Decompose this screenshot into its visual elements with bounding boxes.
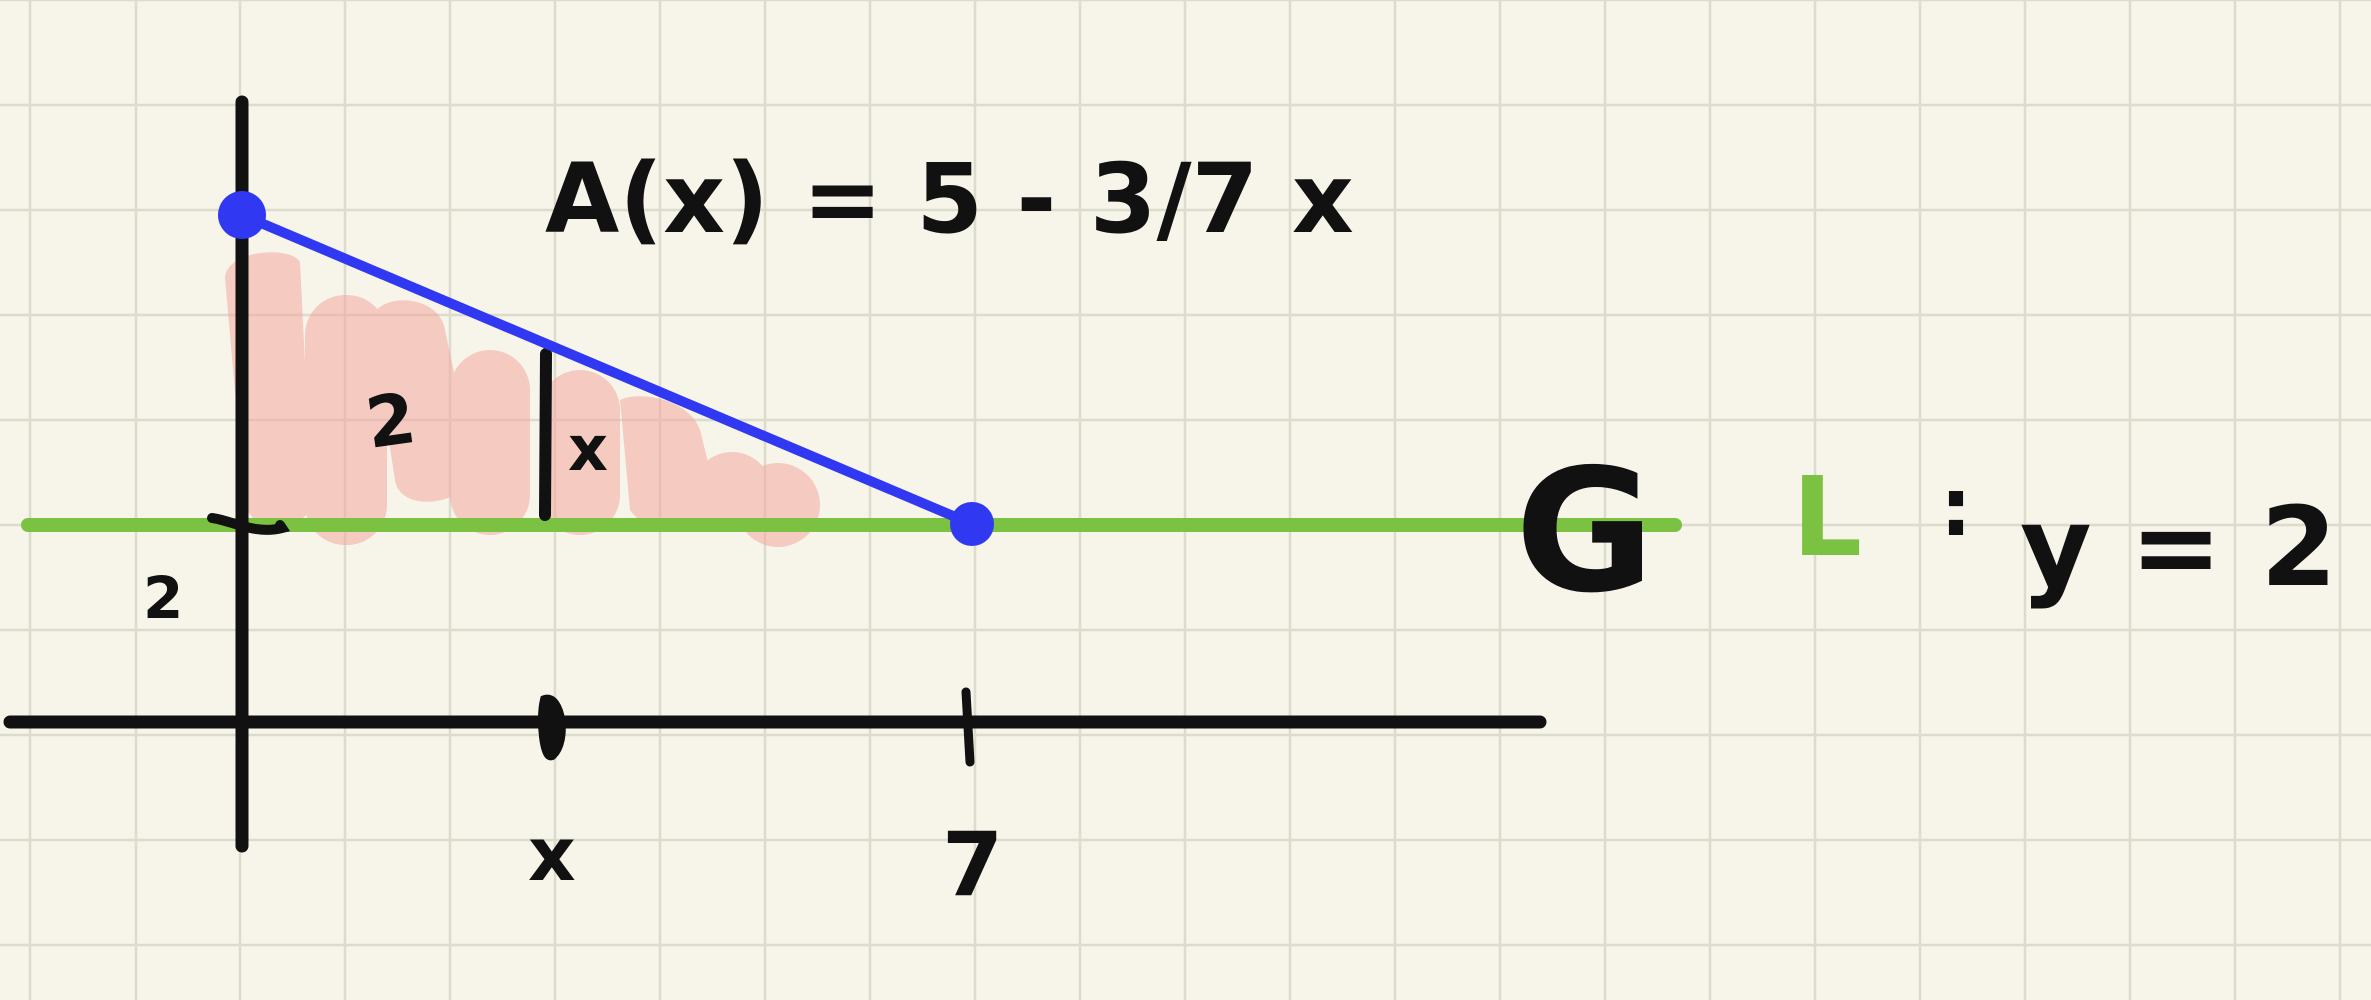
y-axis-mark-label: 2 — [143, 564, 183, 632]
slanted-line — [237, 210, 977, 529]
x-axis-mark-x: x — [528, 812, 576, 898]
line-name: L — [1792, 453, 1862, 581]
y-axis-tick-2 — [207, 513, 291, 535]
shaded-rectangle-region — [225, 252, 820, 547]
x-axis-tick-x — [538, 694, 566, 761]
line-equation: y = 2 — [2020, 483, 2337, 611]
x-axis-mark-7: 7 — [942, 813, 1003, 916]
curve-label: G — [1515, 433, 1655, 631]
height-label: 2 — [361, 377, 421, 465]
endpoint-7 — [950, 502, 994, 546]
line-separator: : — [1940, 461, 1972, 554]
width-label: x — [568, 412, 608, 485]
height-segment — [539, 348, 552, 521]
y-intercept-point — [218, 191, 266, 239]
function-label: A(x) = 5 - 3/7 x — [545, 143, 1354, 255]
x-axis-tick-7 — [961, 687, 975, 767]
